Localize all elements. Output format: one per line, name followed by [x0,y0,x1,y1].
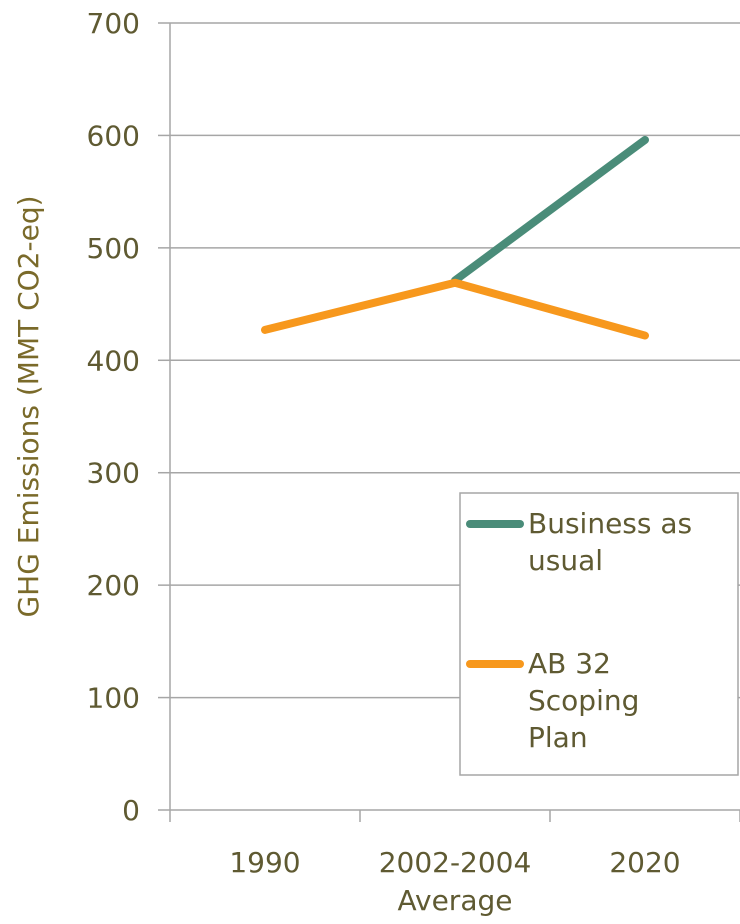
y-tick-label-500: 500 [87,232,140,265]
legend-box [459,492,739,776]
legend-label-line: AB 32 [528,647,611,680]
x-tick-label-line: 1990 [229,846,300,879]
y-tick-label-0: 0 [122,794,140,827]
y-tick-labels: 0 100 200 300 400 500 600 700 [87,7,140,827]
series-lines [261,135,649,340]
gridlines [158,22,740,811]
series-line-1 [261,278,649,340]
y-axis-label: GHG Emissions (MMT CO2-eq) [12,195,45,617]
legend-label-0: Business as usual [528,507,692,577]
y-tick-label-100: 100 [87,682,140,715]
x-tick-label-0: 1990 [229,846,300,879]
x-tick-label-line: 2002-2004 [379,846,532,879]
x-tick-labels: 1990 2002-2004 Average 2020 [229,846,680,917]
x-tick-label-1: 2002-2004 Average [379,846,532,917]
legend-label-line: Plan [528,721,588,754]
legend: Business as usual AB 32 Scoping Plan [459,492,739,776]
y-tick-label-200: 200 [87,569,140,602]
legend-label-line: Business as [528,507,692,540]
x-tick-label-line: Average [398,884,513,917]
legend-items: Business as usual AB 32 Scoping Plan [466,507,692,754]
y-tick-label-700: 700 [87,7,140,40]
axes [169,23,740,822]
y-tick-label-300: 300 [87,457,140,490]
legend-label-line: Scoping [528,684,639,717]
y-tick-label-600: 600 [87,119,140,152]
x-tick-label-2: 2020 [609,846,680,879]
series-line-0 [451,135,649,285]
y-tick-label-400: 400 [87,344,140,377]
x-tick-label-line: 2020 [609,846,680,879]
legend-label-line: usual [528,544,603,577]
legend-label-1: AB 32 Scoping Plan [528,647,639,754]
